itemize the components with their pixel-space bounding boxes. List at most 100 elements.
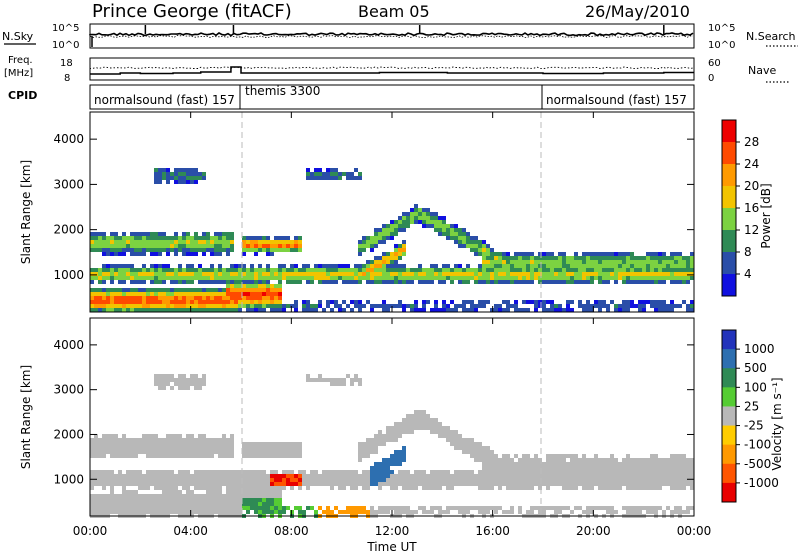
velocity-cell bbox=[182, 478, 186, 482]
power-cell bbox=[262, 276, 266, 280]
velocity-cell bbox=[690, 462, 694, 466]
power-cell bbox=[194, 236, 198, 240]
power-cell bbox=[362, 236, 366, 240]
velocity-cell bbox=[266, 486, 270, 490]
velocity-cell bbox=[370, 506, 374, 510]
velocity-cell bbox=[222, 438, 226, 442]
velocity-cell bbox=[194, 498, 198, 502]
power-cell bbox=[206, 236, 210, 240]
power-cell bbox=[550, 308, 554, 312]
power-cell bbox=[178, 244, 182, 248]
date-title: 26/May/2010 bbox=[585, 2, 690, 21]
velocity-cell bbox=[342, 510, 346, 514]
power-cell bbox=[98, 280, 102, 284]
velocity-cell bbox=[642, 486, 646, 490]
velocity-cell bbox=[174, 378, 178, 382]
power-cell bbox=[594, 276, 598, 280]
power-cell bbox=[486, 256, 490, 260]
velocity-cell bbox=[690, 470, 694, 474]
power-cell bbox=[386, 264, 390, 268]
velocity-cell bbox=[590, 486, 594, 490]
velocity-cell bbox=[362, 446, 366, 450]
power-cell bbox=[254, 280, 258, 284]
velocity-cell bbox=[194, 442, 198, 446]
power-cell bbox=[450, 280, 454, 284]
velocity-cell bbox=[486, 474, 490, 478]
power-cell bbox=[578, 276, 582, 280]
velocity-cell bbox=[686, 462, 690, 466]
velocity-cell bbox=[318, 482, 322, 486]
velocity-cell bbox=[170, 486, 174, 490]
velocity-cell bbox=[246, 502, 250, 506]
power-cell bbox=[582, 252, 586, 256]
power-cell bbox=[334, 264, 338, 268]
velocity-cell bbox=[222, 450, 226, 454]
velocity-cell bbox=[626, 474, 630, 478]
power-cell bbox=[382, 240, 386, 244]
power-cell bbox=[138, 248, 142, 252]
power-cell bbox=[362, 264, 366, 268]
velocity-cell bbox=[386, 426, 390, 430]
power-cell bbox=[114, 300, 118, 304]
velocity-cell bbox=[534, 462, 538, 466]
power-cell bbox=[606, 304, 610, 308]
power-cell bbox=[162, 248, 166, 252]
power-y-tick-label: 3000 bbox=[53, 177, 84, 191]
velocity-cell bbox=[542, 474, 546, 478]
power-cell bbox=[118, 292, 122, 296]
power-cell bbox=[266, 296, 270, 300]
velocity-cell bbox=[110, 442, 114, 446]
velocity-cell bbox=[386, 466, 390, 470]
velocity-cell bbox=[546, 486, 550, 490]
velocity-cell bbox=[434, 430, 438, 434]
velocity-cell bbox=[278, 478, 282, 482]
power-cell bbox=[402, 276, 406, 280]
velocity-cell bbox=[498, 474, 502, 478]
velocity-cell bbox=[470, 446, 474, 450]
velocity-cell bbox=[574, 454, 578, 458]
velocity-cell bbox=[422, 478, 426, 482]
velocity-cell bbox=[234, 474, 238, 478]
power-cell bbox=[230, 288, 234, 292]
velocity-cell bbox=[458, 434, 462, 438]
velocity-cell bbox=[258, 474, 262, 478]
power-cell bbox=[382, 272, 386, 276]
velocity-cell bbox=[586, 462, 590, 466]
velocity-cell bbox=[526, 478, 530, 482]
velocity-cell bbox=[358, 510, 362, 514]
power-cell bbox=[362, 276, 366, 280]
velocity-cell bbox=[390, 462, 394, 466]
velocity-cell bbox=[322, 482, 326, 486]
power-cell bbox=[226, 252, 230, 256]
power-cell bbox=[302, 264, 306, 268]
velocity-cell bbox=[258, 446, 262, 450]
velocity-cell bbox=[190, 502, 194, 506]
velocity-cell bbox=[254, 502, 258, 506]
velocity-colorbar-swatch bbox=[722, 368, 736, 388]
velocity-cell bbox=[210, 474, 214, 478]
power-cell bbox=[158, 280, 162, 284]
velocity-cell bbox=[630, 462, 634, 466]
power-cell bbox=[142, 308, 146, 312]
velocity-cell bbox=[642, 482, 646, 486]
velocity-cell bbox=[114, 474, 118, 478]
power-cell bbox=[410, 308, 414, 312]
velocity-cell bbox=[422, 410, 426, 414]
power-cell bbox=[626, 272, 630, 276]
velocity-cell bbox=[246, 454, 250, 458]
velocity-cell bbox=[98, 498, 102, 502]
power-cell bbox=[486, 300, 490, 304]
power-cell bbox=[334, 268, 338, 272]
power-cell bbox=[662, 268, 666, 272]
velocity-cell bbox=[590, 506, 594, 510]
velocity-cell bbox=[578, 458, 582, 462]
velocity-cell bbox=[98, 478, 102, 482]
power-cell bbox=[402, 268, 406, 272]
velocity-cell bbox=[170, 482, 174, 486]
power-cell bbox=[374, 256, 378, 260]
power-cell bbox=[150, 300, 154, 304]
power-cell bbox=[310, 172, 314, 176]
power-cell bbox=[382, 236, 386, 240]
power-cell bbox=[270, 308, 274, 312]
power-cell bbox=[394, 304, 398, 308]
